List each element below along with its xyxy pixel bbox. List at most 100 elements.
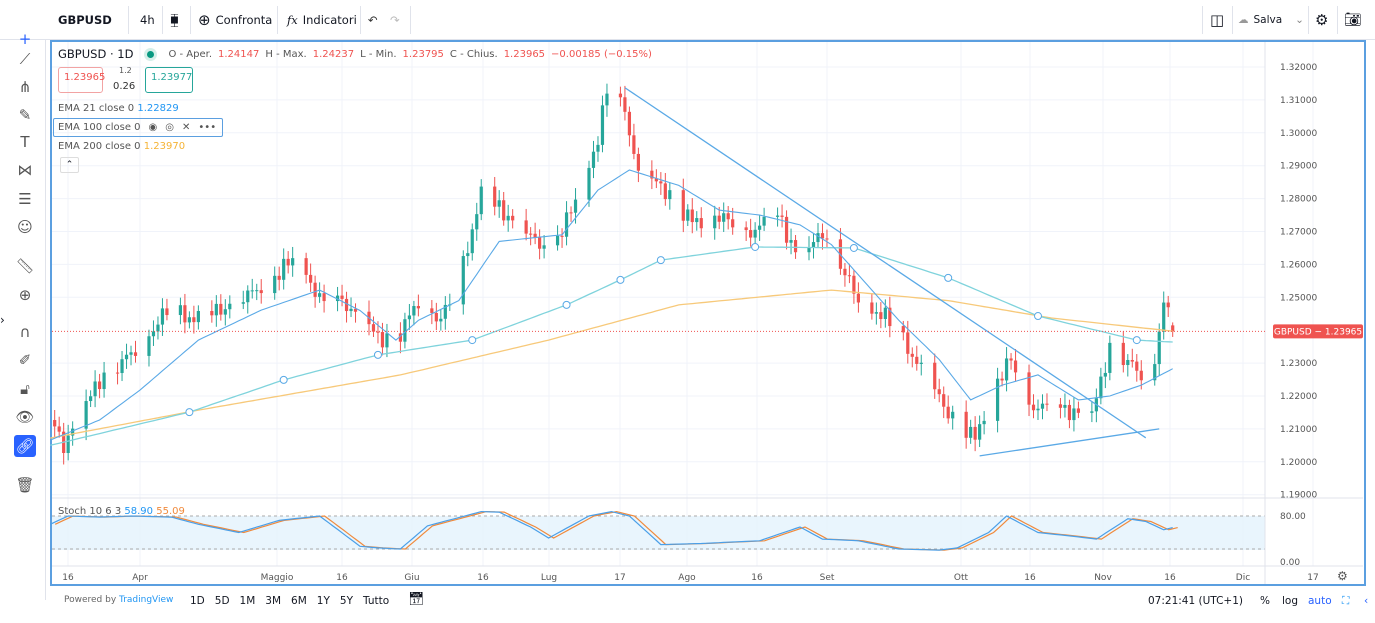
range-3m[interactable]: 3M [265, 595, 282, 607]
range-5y[interactable]: 5Y [339, 595, 353, 607]
interval-button[interactable]: 4h [140, 8, 155, 32]
range-1y[interactable]: 1Y [316, 595, 330, 607]
time-tick: Giu [404, 573, 419, 583]
candle-body [524, 220, 528, 234]
emoji-icon[interactable]: ☺ [17, 218, 33, 236]
candle-body [228, 303, 232, 310]
fx-icon: fx [287, 13, 298, 27]
pitchfork-icon[interactable]: ⋔ [18, 78, 32, 96]
stoch-legend[interactable]: Stoch 10 6 3 58.90 55.09 [58, 506, 185, 517]
redo-icon[interactable]: ↷ [390, 13, 400, 27]
indicators-label: Indicatori [302, 13, 357, 27]
buy-button[interactable]: 1.23977 [145, 67, 193, 93]
collapse-right-icon[interactable]: ‹ [1364, 595, 1369, 607]
ruler-lines-icon[interactable]: ☰ [18, 190, 32, 208]
range-selector: 1D 5D 1M 3M 6M 1Y 5Y Tutto [190, 595, 389, 607]
trash-icon[interactable]: 🗑︎ [15, 476, 35, 494]
ema200-legend[interactable]: EMA 200 close 0 1.23970 [58, 141, 185, 152]
zoom-in-icon[interactable]: ⊕ [18, 286, 32, 304]
range-tutto[interactable]: Tutto [363, 595, 390, 607]
camera-icon[interactable]: 📷︎ [1344, 12, 1362, 28]
powered-by[interactable]: Powered by TradingView [64, 595, 173, 605]
time-tick: Ago [678, 573, 696, 583]
ema100-handle [562, 300, 571, 309]
candle-body [978, 424, 982, 440]
candle-body [1004, 358, 1009, 381]
eye-icon[interactable]: ◉ [148, 122, 158, 133]
candle-body [210, 310, 214, 316]
range-1d[interactable]: 1D [190, 595, 205, 607]
sell-button[interactable]: 1.23965 [58, 67, 105, 93]
price-tick: 1.27000 [1280, 228, 1317, 238]
candle-body [573, 199, 578, 213]
candle-body [1063, 404, 1067, 408]
ema21-legend[interactable]: EMA 21 close 0 1.22829 [58, 103, 179, 114]
pattern-icon[interactable]: ⋈ [17, 161, 33, 179]
symbol-search[interactable]: GBPUSD [58, 8, 112, 32]
candle-body [879, 312, 883, 320]
collapse-toolbar-arrow[interactable]: › [0, 313, 5, 327]
undo-icon[interactable]: ↶ [368, 13, 378, 27]
candle-body [690, 209, 694, 223]
candle-body [102, 372, 106, 390]
eye-icon[interactable]: 👁︎ [15, 408, 35, 426]
candle-body [789, 240, 793, 243]
gear-icon[interactable]: ⚙ [1315, 11, 1329, 29]
candle-body [668, 190, 672, 200]
save-button[interactable]: ☁ Salva ⌄ [1238, 8, 1304, 32]
candle-body [309, 274, 313, 283]
stoch-band [52, 516, 1265, 550]
measure-icon[interactable]: 📏︎ [15, 257, 35, 275]
collapse-legend-button[interactable]: ⌃ [60, 157, 79, 173]
price-tick: 1.30000 [1280, 129, 1317, 139]
lock-icon[interactable]: 🔓︎ [20, 380, 30, 398]
compare-button[interactable]: ⊕ Confronta [198, 8, 272, 32]
time-tick: 17 [614, 573, 625, 583]
candle-body [493, 186, 497, 207]
candle-body [906, 332, 910, 354]
candle-body [1171, 325, 1175, 332]
candle-body [475, 214, 479, 230]
price-tick: 1.26000 [1280, 260, 1317, 270]
range-1m[interactable]: 1M [239, 595, 256, 607]
ema100-handle [656, 256, 665, 265]
range-5d[interactable]: 5D [214, 595, 230, 607]
candle-body [699, 218, 703, 229]
chart-legend: GBPUSD · 1D O - Aper. 1.24147 H - Max. 1.2… [58, 46, 652, 62]
candle-body [160, 308, 165, 325]
candle-body [250, 290, 254, 292]
trendline-icon[interactable]: ⟋ [19, 50, 31, 68]
log-toggle[interactable]: log [1282, 595, 1299, 607]
brush-icon[interactable]: ✎ [18, 106, 32, 124]
stoch-80-label: 80.00 [1280, 512, 1306, 522]
candle-body [479, 186, 483, 215]
candle-body [89, 396, 93, 402]
chart-frame[interactable] [50, 40, 1366, 586]
date-range-icon[interactable]: 📅︎ [408, 592, 425, 607]
settings-icon[interactable]: ◎ [165, 122, 174, 133]
ema200-value: 1.23970 [143, 141, 186, 152]
fullscreen-icon[interactable]: ⛶ [1342, 595, 1350, 607]
symbol-label: GBPUSD [58, 13, 112, 27]
auto-toggle[interactable]: auto [1308, 595, 1332, 607]
indicators-button[interactable]: fx Indicatori [287, 8, 357, 32]
candles-icon[interactable]: ⧯ [170, 12, 179, 28]
percent-toggle[interactable]: % [1260, 595, 1270, 607]
candle-body [946, 406, 950, 419]
layout-icon[interactable]: ◫ [1210, 11, 1225, 29]
pencil-lock-icon[interactable]: ✐ [18, 351, 32, 369]
brand-link[interactable]: TradingView [119, 595, 174, 605]
ema100-label: EMA 100 close 0 [58, 122, 141, 133]
link-icon[interactable]: 🔗︎ [14, 435, 36, 457]
text-icon[interactable]: T [20, 133, 30, 151]
candle-body [84, 401, 88, 429]
magnet-icon[interactable]: ∩ [19, 323, 31, 341]
ema100-handle [944, 273, 953, 282]
more-icon[interactable]: ••• [198, 122, 217, 133]
crosshair-icon[interactable]: + [18, 30, 32, 48]
candle-body [344, 298, 349, 312]
range-6m[interactable]: 6M [291, 595, 307, 607]
close-icon[interactable]: ✕ [182, 122, 191, 133]
ema100-legend[interactable]: EMA 100 close 0 ◉ ◎ ✕ ••• [53, 118, 223, 137]
